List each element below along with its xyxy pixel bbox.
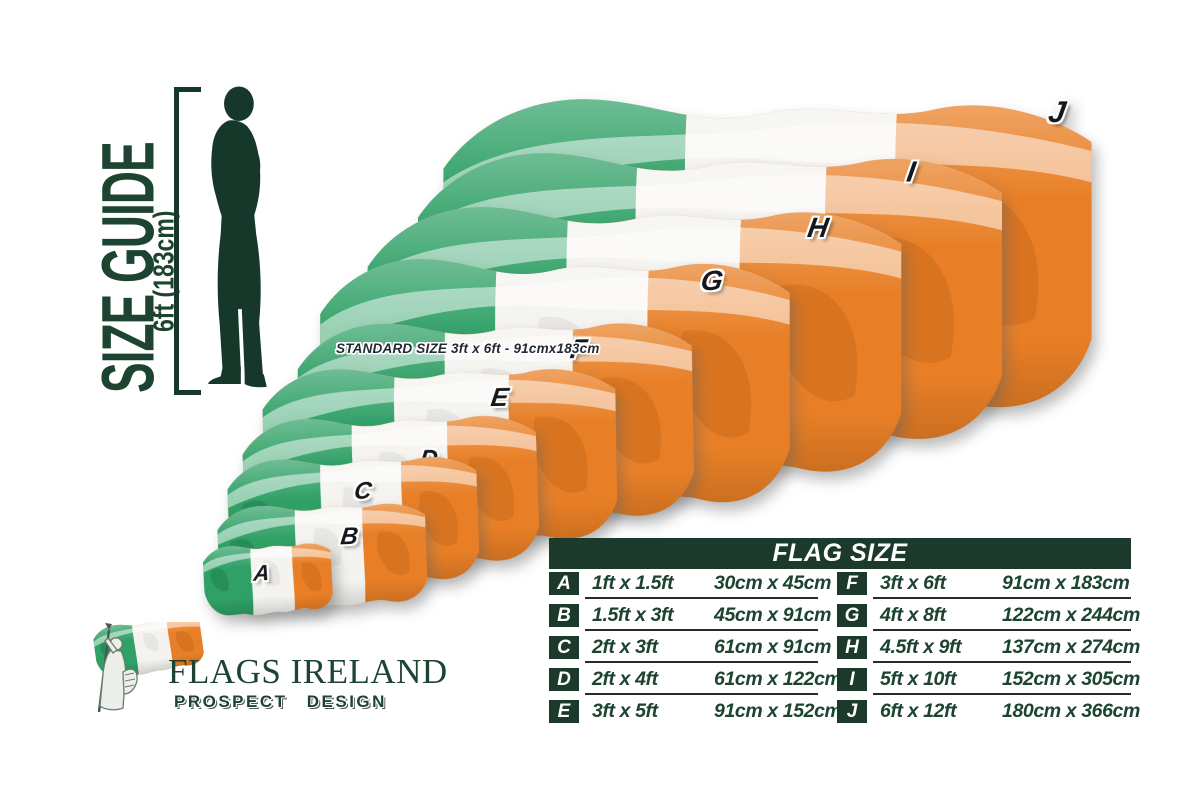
row-size-cm: 91cm x 183cm [1002, 572, 1130, 594]
row-letter: A [549, 572, 579, 595]
row-size-cm: 45cm x 91cm [714, 604, 832, 626]
row-text: 2ft x 3ft 61cm x 91cm [579, 636, 831, 659]
row-size-cm: 122cm x 244cm [1002, 604, 1140, 626]
row-text: 6ft x 12ft 180cm x 366cm [867, 700, 1140, 723]
row-size-cm: 152cm x 305cm [1002, 668, 1140, 690]
logo-tagline: PROSPECT DESIGN [174, 692, 387, 711]
flag-size-letter: G [698, 265, 726, 297]
row-text: 3ft x 5ft 91cm x 152cm [579, 700, 842, 723]
table-body: A 1ft x 1.5ft 30cm x 45cm B 1.5ft x 3ft … [549, 572, 1140, 732]
row-size-ft: 4.5ft x 9ft [880, 636, 962, 658]
person-silhouette [208, 86, 267, 388]
standard-size-note: STANDARD SIZE 3ft x 6ft - 91cmx183cm [336, 341, 600, 356]
table-row: F 3ft x 6ft 91cm x 183cm [837, 572, 1131, 604]
table-title: FLAG SIZE [549, 538, 1131, 569]
table-row: C 2ft x 3ft 61cm x 91cm [549, 636, 831, 668]
row-size-ft: 4ft x 8ft [880, 604, 946, 626]
row-size-cm: 180cm x 366cm [1002, 700, 1140, 722]
flag-graphic-a: A [201, 538, 335, 624]
row-size-cm: 61cm x 91cm [714, 636, 832, 658]
row-size-ft: 1ft x 1.5ft [592, 572, 674, 594]
row-size-ft: 2ft x 3ft [592, 636, 658, 658]
flag-size-letter: A [251, 559, 271, 586]
row-text: 4.5ft x 9ft 137cm x 274cm [867, 636, 1140, 659]
row-letter: G [837, 604, 867, 627]
row-size-cm: 91cm x 152cm [714, 700, 842, 722]
table-row: G 4ft x 8ft 122cm x 244cm [837, 604, 1140, 636]
row-text: 2ft x 4ft 61cm x 122cm [579, 668, 842, 691]
row-size-ft: 3ft x 6ft [880, 572, 946, 594]
row-letter: I [837, 668, 867, 691]
table-row: A 1ft x 1.5ft 30cm x 45cm [549, 572, 831, 604]
row-letter: F [837, 572, 867, 595]
measuring-bracket [174, 87, 201, 395]
row-size-ft: 5ft x 10ft [880, 668, 957, 690]
row-letter: B [549, 604, 579, 627]
logo-statue-flag-graphic [78, 622, 210, 713]
row-letter: J [837, 700, 867, 723]
row-text: 5ft x 10ft 152cm x 305cm [867, 668, 1140, 691]
table-row: J 6ft x 12ft 180cm x 366cm [837, 700, 1140, 732]
row-size-ft: 2ft x 4ft [592, 668, 658, 690]
row-text: 3ft x 6ft 91cm x 183cm [867, 572, 1131, 595]
logo-brand-name: FLAGS IRELAND [168, 652, 448, 691]
table-left-half: A 1ft x 1.5ft 30cm x 45cm B 1.5ft x 3ft … [549, 572, 842, 732]
row-size-cm: 30cm x 45cm [714, 572, 832, 594]
row-letter: C [549, 636, 579, 659]
row-letter: E [549, 700, 579, 723]
logo-text: FLAGS IRELAND PROSPECT DESIGN [168, 622, 448, 712]
table-row: H 4.5ft x 9ft 137cm x 274cm [837, 636, 1140, 668]
row-letter: H [837, 636, 867, 659]
table-row: I 5ft x 10ft 152cm x 305cm [837, 668, 1140, 700]
row-size-ft: 6ft x 12ft [880, 700, 957, 722]
table-row: B 1.5ft x 3ft 45cm x 91cm [549, 604, 831, 636]
row-text: 1ft x 1.5ft 30cm x 45cm [579, 572, 831, 595]
row-size-cm: 137cm x 274cm [1002, 636, 1140, 658]
row-text: 1.5ft x 3ft 45cm x 91cm [579, 604, 831, 627]
row-size-ft: 1.5ft x 3ft [592, 604, 674, 626]
row-size-ft: 3ft x 5ft [592, 700, 658, 722]
table-row: D 2ft x 4ft 61cm x 122cm [549, 668, 842, 700]
table-right-half: F 3ft x 6ft 91cm x 183cm G 4ft x 8ft 122… [837, 572, 1140, 732]
flag-size-letter: B [338, 522, 360, 551]
logo: FLAGS IRELAND PROSPECT DESIGN [78, 622, 448, 720]
row-size-cm: 61cm x 122cm [714, 668, 842, 690]
row-letter: D [549, 668, 579, 691]
flag-size-table: FLAG SIZE A 1ft x 1.5ft 30cm x 45cm B 1.… [549, 538, 1140, 732]
row-text: 4ft x 8ft 122cm x 244cm [867, 604, 1140, 627]
table-row: E 3ft x 5ft 91cm x 152cm [549, 700, 842, 732]
